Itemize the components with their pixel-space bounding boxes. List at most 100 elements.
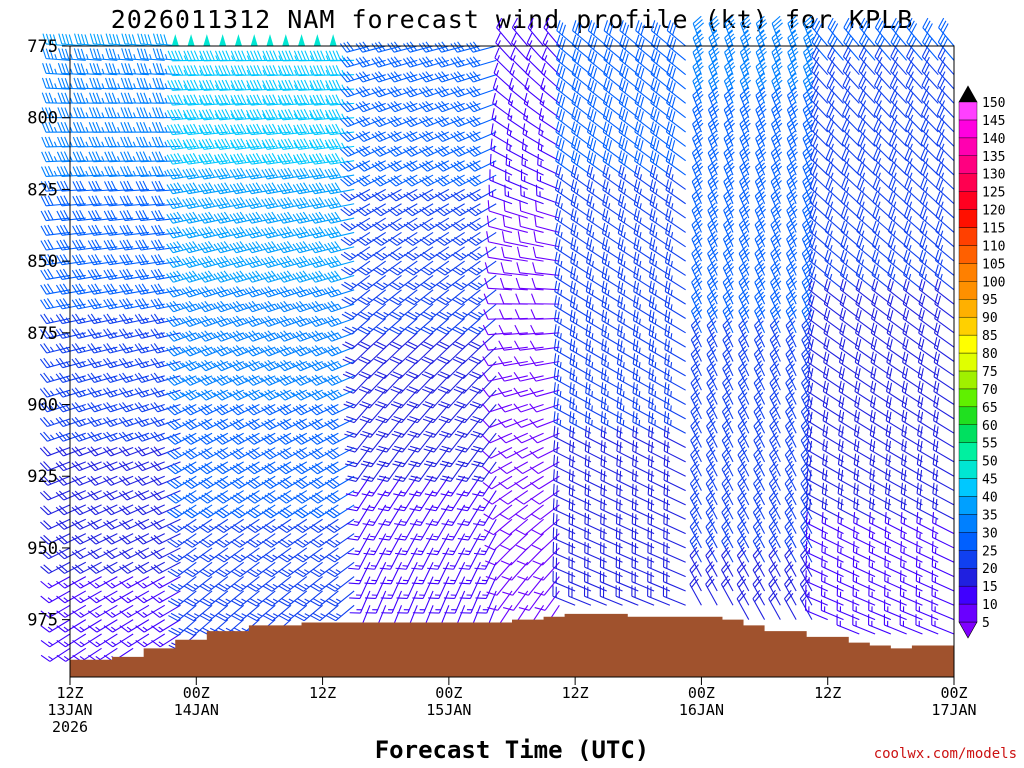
wind-barb [71,416,102,428]
wind-barb [55,343,86,354]
wind-barb [150,461,181,472]
wind-barb [119,576,150,589]
wind-barb [134,431,165,442]
wind-barb [105,62,134,76]
colorbar-label: 55 [982,437,998,452]
wind-barb [213,255,244,268]
wind-barb [39,416,71,428]
wind-barb [121,62,149,76]
wind-barb [55,416,86,428]
colorbar-max-arrow [958,85,978,103]
wind-barb [103,328,134,339]
wind-barb [198,461,229,475]
wind-barb [42,62,71,76]
wind-barb [150,547,181,560]
wind-barb [55,561,87,574]
wind-barb [182,211,213,224]
wind-barb [56,224,86,236]
wind-barb [167,109,197,121]
wind-barb [197,374,229,386]
wind-barb [183,50,213,62]
wind-barb [135,210,165,222]
wind-barb [213,197,244,209]
wind-barb [40,313,71,325]
x-tick-label: 00Z [435,684,462,702]
wind-barb [150,533,181,545]
wind-barb [230,123,260,136]
wind-barb [166,226,197,239]
colorbar-segment [958,406,978,425]
wind-barb [134,547,165,560]
wind-barb [167,533,197,548]
wind-barb [182,432,213,445]
wind-barb [214,138,244,150]
wind-barb [72,180,102,192]
colorbar-min-arrow [958,621,978,639]
colorbar-label: 15 [982,580,998,595]
wind-barb [182,447,213,460]
wind-barb [184,619,213,636]
wind-barb [151,151,181,163]
wind-barb [71,328,102,339]
wind-barb [39,431,71,442]
wind-barb [56,604,87,618]
colorbar-label: 105 [982,257,1005,272]
wind-barb [229,153,260,165]
wind-barb [214,109,244,121]
wind-barb [56,619,87,633]
wind-barb [72,151,102,163]
wind-barb [182,461,213,475]
x-tick-label: 17JAN [931,701,976,719]
wind-barb [135,254,165,266]
wind-barb [72,633,102,648]
wind-barb [103,633,134,648]
wind-barb [39,343,71,354]
colorbar-segment [958,496,978,515]
wind-barb [135,590,165,604]
wind-barb [150,372,181,383]
wind-barb [214,533,244,548]
wind-barb [72,136,102,148]
wind-barb [88,107,118,119]
wind-barb [229,418,260,431]
colorbar-label: 75 [982,365,998,380]
wind-barb [197,286,229,298]
x-tick-label: 00Z [688,684,715,702]
colorbar-segment [958,478,978,497]
wind-barb [41,77,71,90]
wind-barb [214,461,244,475]
wind-barb [229,211,260,224]
wind-barb [118,416,150,428]
colorbar-segment [958,173,978,192]
wind-barb [103,298,134,310]
colorbar-segment [958,568,978,587]
wind-barb [41,136,71,148]
wind-barb [40,590,71,604]
colorbar-label: 80 [982,347,998,362]
x-tick-label: 16JAN [679,701,724,719]
wind-barb [166,167,197,180]
wind-barb [40,328,71,339]
wind-barb [166,447,197,460]
wind-barb [71,576,102,589]
wind-barb [40,547,71,560]
credit-link[interactable]: coolwx.com/models [874,746,1017,762]
wind-barb [214,79,244,91]
colorbar-segment [958,550,978,569]
wind-barb [152,77,181,90]
wind-barb [135,180,165,192]
colorbar-label: 85 [982,329,998,344]
wind-barb [104,166,134,177]
wind-barb [150,431,181,442]
wind-barb [182,518,213,534]
wind-barb [103,224,134,236]
wind-barb [229,461,260,475]
wind-barb [135,224,165,236]
wind-barb [40,604,71,618]
wind-barb [87,313,118,325]
wind-barb [135,619,166,633]
wind-barb [88,151,118,163]
colorbar-label: 45 [982,473,998,488]
wind-barb [87,328,118,339]
